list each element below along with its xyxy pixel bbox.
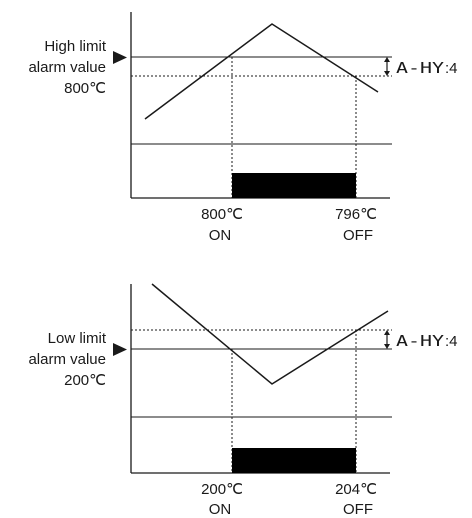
high-on-temp: 800℃ xyxy=(201,206,243,223)
high-hysteresis-code: A-HY xyxy=(396,59,444,77)
low-limit-diagram: Low limit alarm value 200℃ A-HY :4 200℃ … xyxy=(28,283,458,518)
low-on-temp: 200℃ xyxy=(201,481,243,498)
low-output-on-bar xyxy=(232,448,356,473)
low-label-line1: Low limit xyxy=(48,330,107,347)
high-on-text: ON xyxy=(209,227,232,244)
high-off-text: OFF xyxy=(343,227,373,244)
high-hysteresis-arrow-icon xyxy=(384,57,390,76)
high-hysteresis-value: :4 xyxy=(445,60,458,77)
high-label-line2: alarm value xyxy=(28,59,106,76)
high-label-line1: High limit xyxy=(44,38,107,55)
high-off-temp: 796℃ xyxy=(335,206,377,223)
high-alarm-pointer-icon xyxy=(113,51,127,64)
low-hysteresis-code: A-HY xyxy=(396,332,444,350)
low-label-line3: 200℃ xyxy=(64,372,106,389)
low-hysteresis-arrow-icon xyxy=(384,330,390,349)
low-label-line2: alarm value xyxy=(28,351,106,368)
low-temperature-curve xyxy=(151,283,389,385)
high-limit-diagram: High limit alarm value 800℃ A-HY :4 800℃… xyxy=(28,12,458,244)
low-off-text: OFF xyxy=(343,501,373,518)
low-off-temp: 204℃ xyxy=(335,481,377,498)
high-temperature-curve xyxy=(144,23,379,120)
low-hysteresis-value: :4 xyxy=(445,333,458,350)
high-label-line3: 800℃ xyxy=(64,80,106,97)
low-alarm-pointer-icon xyxy=(113,343,127,356)
high-output-on-bar xyxy=(232,173,356,198)
low-on-text: ON xyxy=(209,501,232,518)
